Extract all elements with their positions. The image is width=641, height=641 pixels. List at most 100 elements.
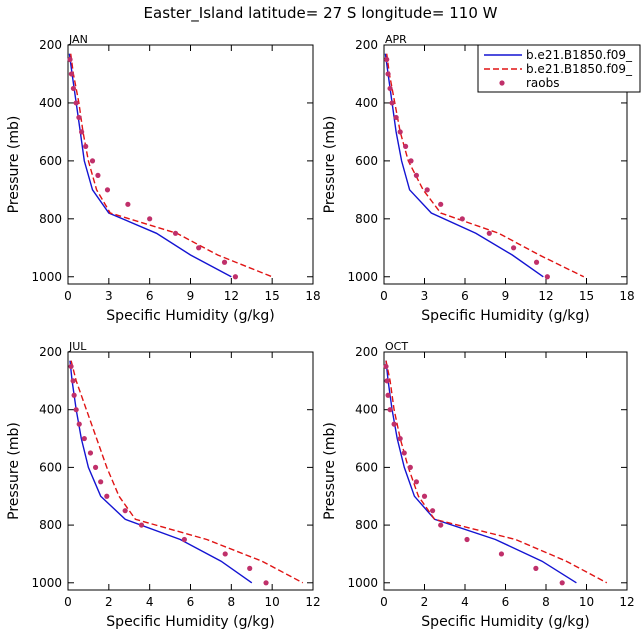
raob-point [421, 493, 428, 499]
y-tick-label: 1000 [31, 576, 62, 590]
y-tick-label: 200 [39, 38, 62, 52]
raob-point [438, 522, 444, 528]
raob-point [68, 363, 74, 370]
x-axis-label: Specific Humidity (g/kg) [421, 308, 589, 324]
y-axis-label: Pressure (mb) [322, 422, 338, 520]
raob-point [407, 464, 413, 470]
x-tick-label: 4 [146, 595, 154, 609]
raob-point [391, 421, 397, 427]
raob-point [559, 580, 565, 586]
raob-point [73, 100, 79, 106]
raob-point [125, 201, 131, 207]
raob-point [263, 580, 269, 586]
raob-point [397, 129, 403, 135]
x-tick-label: 18 [619, 289, 634, 303]
x-tick-label: 8 [228, 595, 236, 609]
month-label: APR [385, 33, 407, 46]
raob-point [104, 187, 111, 193]
figure-title: Easter_Island latitude= 27 S longitude= … [144, 4, 498, 23]
x-tick-label: 3 [105, 289, 113, 303]
legend: b.e21.B1850.f09_b.e21.B1850.f09_raobs [477, 44, 641, 93]
raob-point [73, 407, 79, 413]
raob-point [98, 479, 104, 485]
raob-point [70, 85, 77, 92]
raob-point [172, 230, 179, 236]
x-tick-label: 18 [305, 289, 320, 303]
raob-point [181, 536, 187, 543]
raob-point [401, 450, 407, 456]
raob-point [464, 536, 470, 543]
x-axis-label: Specific Humidity (g/kg) [106, 308, 274, 324]
raob-point [389, 100, 395, 106]
x-tick-label: 12 [224, 289, 239, 303]
x-tick-label: 10 [265, 595, 280, 609]
y-tick-label: 800 [355, 212, 378, 226]
legend-label: b.e21.B1850.f09_ [526, 62, 633, 76]
raob-point [486, 230, 492, 236]
y-tick-label: 600 [355, 154, 378, 168]
x-tick-label: 12 [619, 595, 634, 609]
y-tick-label: 600 [39, 154, 62, 168]
raob-point [424, 187, 430, 193]
model-solid-line [68, 53, 232, 278]
x-axis-label: Specific Humidity (g/kg) [106, 614, 274, 630]
x-tick-label: 9 [187, 289, 195, 303]
x-tick-label: 0 [380, 289, 388, 303]
raob-point [247, 565, 253, 571]
raob-point [95, 172, 101, 178]
raob-point [385, 392, 391, 398]
raob-point [83, 143, 89, 149]
y-tick-label: 200 [39, 345, 62, 359]
raob-point [76, 421, 82, 427]
legend-marker-raobs [499, 80, 505, 86]
x-tick-label: 2 [421, 595, 429, 609]
raob-point [387, 85, 393, 92]
raob-point [438, 201, 444, 207]
raob-point [384, 378, 390, 384]
raob-point [393, 114, 399, 121]
x-tick-label: 6 [187, 595, 195, 609]
raob-point [89, 158, 96, 164]
x-tick-label: 6 [502, 595, 510, 609]
x-tick-label: 4 [461, 595, 469, 609]
y-tick-label: 400 [39, 403, 62, 417]
x-tick-label: 12 [305, 595, 320, 609]
raob-point [138, 522, 145, 528]
raob-point [387, 407, 393, 413]
model-solid-line [69, 360, 253, 584]
raob-point [104, 493, 110, 499]
raob-point [544, 274, 550, 280]
x-tick-label: 0 [64, 289, 72, 303]
raob-point [92, 464, 99, 470]
x-tick-label: 15 [265, 289, 280, 303]
y-tick-label: 600 [39, 460, 62, 474]
x-axis-label: Specific Humidity (g/kg) [421, 614, 589, 630]
raob-point [87, 450, 94, 456]
plot-frame [67, 44, 314, 285]
month-label: OCT [385, 340, 408, 353]
x-tick-label: 6 [146, 289, 154, 303]
y-tick-label: 800 [39, 212, 62, 226]
raob-point [79, 129, 85, 135]
plot-frame [67, 351, 314, 591]
y-axis-label: Pressure (mb) [6, 116, 22, 214]
raob-point [413, 172, 419, 178]
panel-oct: 0 2 4 6 8 10 12 200 400 600 800 1000 Specific Humidi… [322, 340, 635, 630]
y-axis-label: Pressure (mb) [6, 422, 22, 520]
raob-point [81, 435, 87, 442]
raob-point [384, 56, 390, 63]
raob-point [67, 56, 73, 63]
raob-point [403, 143, 409, 149]
month-label: JAN [68, 33, 88, 46]
panel-jul: 0 2 4 6 8 10 12 200 400 600 800 1000 Specific Humidi… [6, 340, 321, 630]
raob-point [70, 378, 76, 384]
raob-point [533, 259, 540, 265]
x-tick-label: 3 [421, 289, 429, 303]
y-axis-label: Pressure (mb) [322, 116, 338, 214]
panel-apr: 0 3 6 9 12 15 18 200 400 600 800 1000 Specific Humid… [322, 33, 635, 324]
raob-point [430, 508, 436, 514]
x-tick-label: 0 [64, 595, 72, 609]
x-tick-label: 8 [542, 595, 550, 609]
